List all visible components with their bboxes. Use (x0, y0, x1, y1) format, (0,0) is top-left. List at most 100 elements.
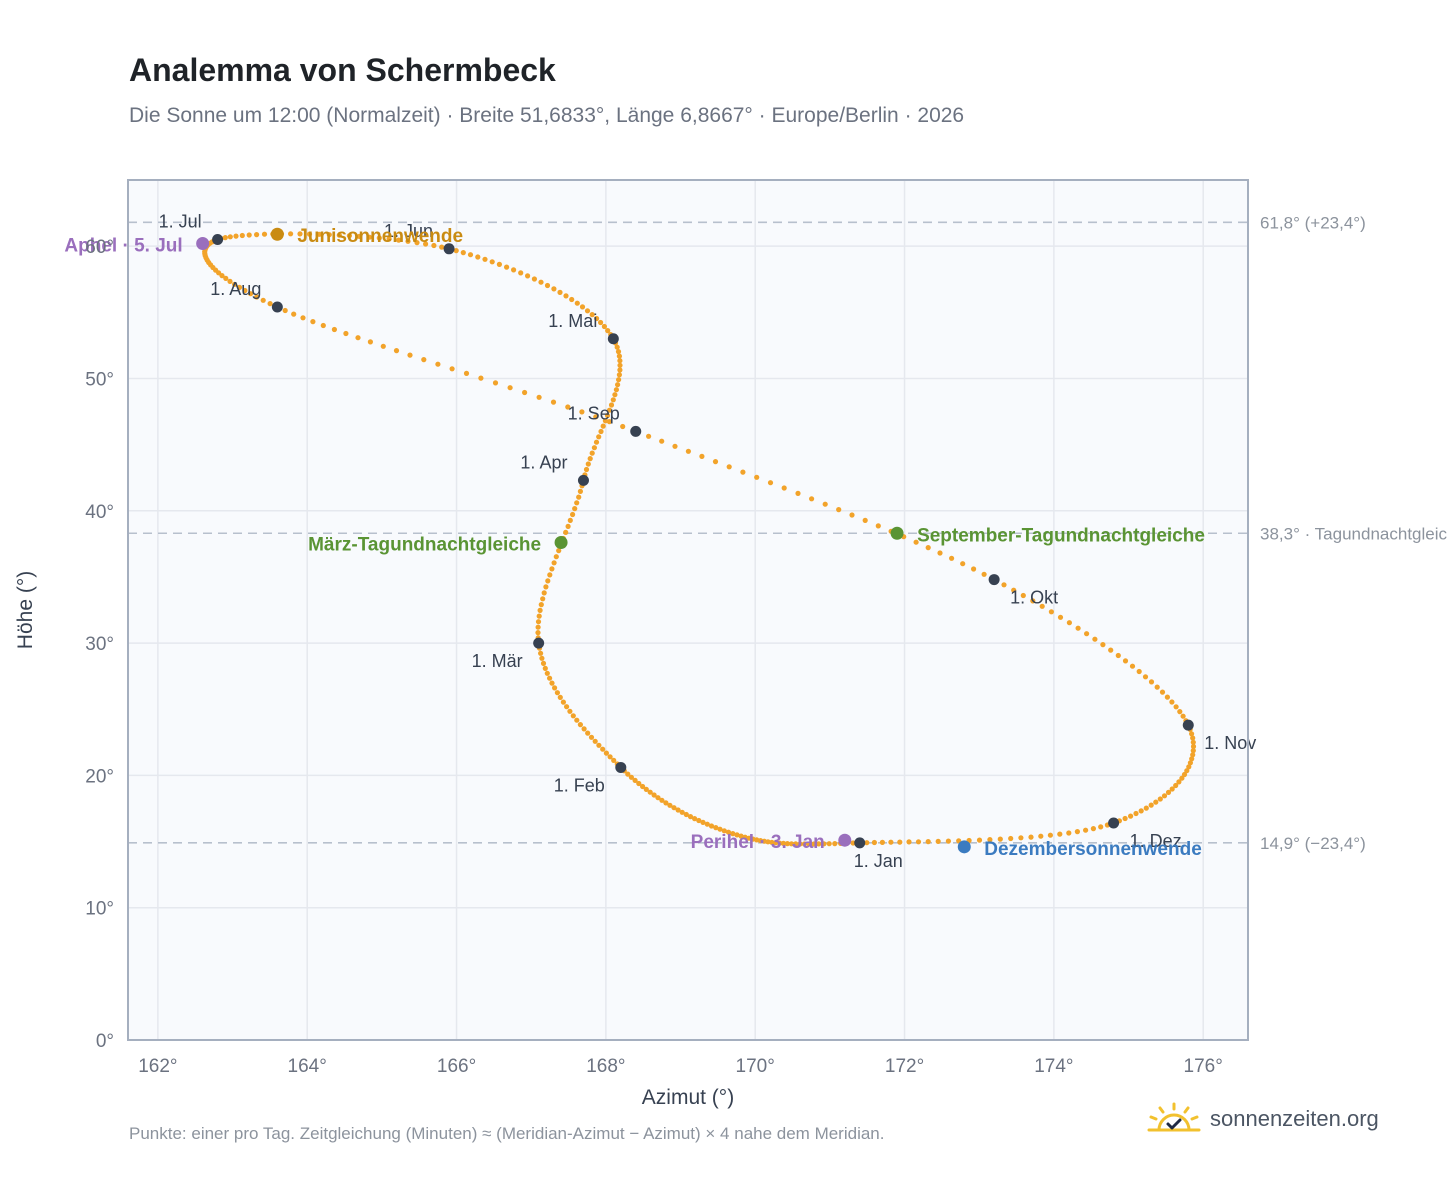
month-marker (615, 761, 627, 773)
event-marker (890, 526, 904, 540)
day-dot (746, 835, 752, 841)
day-dot (531, 276, 538, 282)
axes: 162° 164° 166° 168° 170° 172° 174° 176° 0° 10° 20°… (14, 179, 1249, 1109)
day-dot (1066, 830, 1072, 836)
day-dot (1038, 833, 1044, 839)
day-dot (540, 660, 547, 667)
day-dot (780, 840, 787, 847)
day-dot (1180, 713, 1186, 719)
day-dot (675, 807, 681, 813)
reference-label: 38,3° · Tagundnachtgleiche (1260, 524, 1448, 543)
day-dot (227, 234, 233, 240)
day-dot (925, 545, 931, 551)
sun-check-icon (1147, 1102, 1201, 1132)
day-dot (326, 232, 332, 238)
day-dot (1190, 743, 1197, 750)
day-dot (750, 836, 756, 842)
day-dot (504, 264, 510, 270)
day-dot (1148, 802, 1154, 808)
day-dot (242, 287, 248, 294)
day-dot (806, 841, 812, 847)
day-dot (591, 445, 598, 451)
day-dot (811, 841, 817, 847)
day-dot (1181, 771, 1188, 778)
day-dot (945, 838, 952, 844)
day-dot (663, 800, 669, 806)
day-dot (1129, 663, 1136, 669)
day-dot (1108, 647, 1114, 653)
day-dot (606, 419, 613, 425)
day-dot (647, 789, 653, 795)
day-dot (1184, 768, 1190, 774)
day-dot (679, 809, 685, 815)
day-dot (467, 252, 474, 258)
day-dot (1169, 786, 1175, 792)
day-dot (396, 237, 402, 243)
day-dot (549, 680, 555, 686)
day-dot (596, 742, 602, 748)
day-dot (1001, 582, 1007, 588)
day-dot (577, 722, 584, 728)
day-dot (288, 231, 294, 237)
event-marker (554, 536, 568, 550)
day-dot (864, 840, 870, 846)
day-dot (601, 323, 608, 330)
day-dot (1164, 694, 1170, 700)
day-dot (557, 694, 563, 701)
day-dot (784, 841, 791, 847)
day-dot (1084, 631, 1090, 637)
day-dot (547, 572, 553, 578)
day-dot (492, 380, 499, 386)
chart-title: Analemma von Schermbeck (129, 52, 556, 88)
day-dot (545, 578, 551, 584)
day-dot (625, 771, 631, 777)
day-dot (584, 308, 591, 314)
day-dot (1148, 679, 1155, 685)
event-marker (838, 833, 852, 847)
day-dot (704, 821, 710, 827)
day-dot (598, 319, 604, 326)
day-dot (616, 353, 623, 359)
day-dot (543, 584, 549, 590)
day-dot (603, 750, 610, 756)
day-dot (976, 837, 983, 843)
month-label: 1. Nov (1204, 733, 1256, 753)
day-dot (1176, 779, 1182, 785)
day-dot (1187, 760, 1193, 766)
day-dot (708, 823, 715, 829)
day-dot (1115, 652, 1121, 659)
day-dot (614, 344, 620, 350)
day-dot (754, 474, 760, 480)
day-dot (552, 685, 558, 691)
day-dot (836, 507, 842, 513)
day-dot (602, 418, 609, 424)
day-dot (1066, 620, 1072, 626)
day-dot (282, 307, 288, 314)
day-dot (380, 343, 386, 349)
day-dot (822, 501, 828, 507)
day-dot (393, 348, 400, 354)
month-marker (443, 243, 455, 255)
day-dot (569, 296, 575, 303)
day-dot (615, 382, 621, 388)
day-dot (773, 840, 779, 846)
day-dot (821, 841, 827, 847)
day-dot (310, 319, 316, 325)
day-dot (223, 275, 229, 281)
day-dot (616, 372, 623, 378)
month-marker (212, 234, 224, 246)
day-dot (222, 235, 228, 241)
y-tick-label: 30° (85, 634, 114, 655)
chart-subtitle: Die Sonne um 12:00 (Normalzeit) · Breite… (129, 104, 965, 127)
day-dot (740, 469, 746, 475)
day-dot (579, 304, 586, 310)
day-dot (1186, 764, 1192, 770)
month-label: 1. Apr (520, 452, 567, 472)
day-dot (560, 699, 567, 705)
day-dot (482, 256, 488, 262)
day-dot (981, 571, 987, 577)
day-dot (260, 297, 266, 303)
day-dot (542, 665, 548, 672)
day-dot (536, 613, 542, 619)
day-dot (643, 786, 649, 793)
